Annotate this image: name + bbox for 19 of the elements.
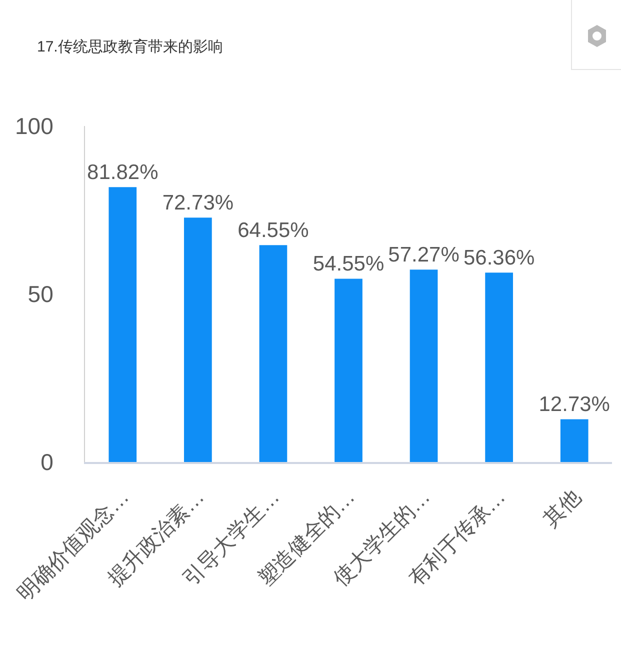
bar [184,218,212,462]
y-tick-label: 100 [15,113,54,140]
bar [560,419,588,462]
bar [259,245,288,462]
x-tick-label: 其他 [539,485,586,532]
data-label: 64.55% [238,219,309,242]
data-label: 56.36% [463,246,535,270]
bar [410,270,438,462]
y-tick-label: 0 [40,449,54,476]
bar [108,187,137,462]
chart-title: 17.传统思政教育带来的影响 [37,38,223,56]
data-label: 12.73% [538,393,610,416]
data-label: 81.82% [87,161,158,184]
y-tick-label: 50 [28,281,54,308]
data-label: 57.27% [388,244,460,267]
bar [485,272,513,462]
data-label: 72.73% [162,192,234,215]
bar [334,278,362,462]
data-label: 54.55% [312,252,384,276]
